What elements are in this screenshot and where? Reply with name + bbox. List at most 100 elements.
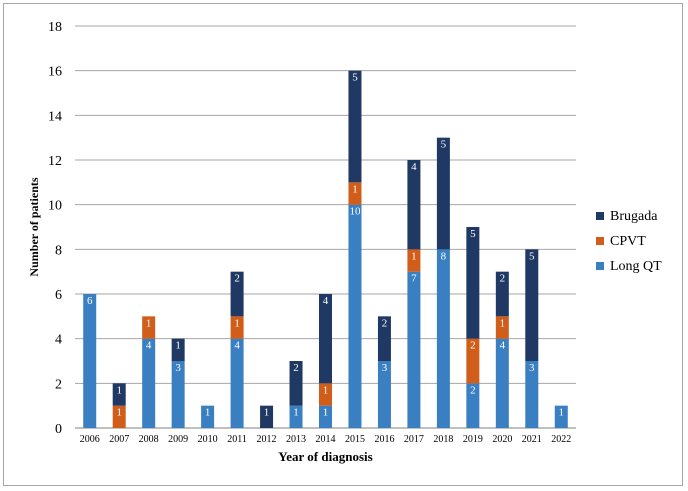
x-tick-label: 2019 xyxy=(463,434,483,445)
bar-segment xyxy=(112,383,126,406)
data-label: 5 xyxy=(470,228,476,240)
bar-segment xyxy=(171,338,185,361)
bar-segment xyxy=(348,204,362,428)
legend-swatch xyxy=(596,237,604,245)
y-tick-label: 18 xyxy=(48,20,62,35)
y-tick-label: 2 xyxy=(55,377,62,392)
data-label: 7 xyxy=(411,273,417,285)
bar-segment xyxy=(525,249,539,361)
y-tick-label: 10 xyxy=(48,199,62,214)
data-label: 3 xyxy=(382,362,388,374)
bar-segment xyxy=(466,338,480,384)
x-tick-label: 2015 xyxy=(345,434,365,445)
x-tick-label: 2009 xyxy=(168,434,188,445)
bar-segment xyxy=(466,383,480,428)
bar-segment xyxy=(495,338,509,428)
bar-segment xyxy=(319,383,332,406)
y-tick-label: 0 xyxy=(55,422,62,437)
data-label: 1 xyxy=(146,317,152,329)
y-tick-label: 16 xyxy=(48,65,62,80)
legend-label: Long QT xyxy=(610,259,662,274)
x-tick-label: 2012 xyxy=(257,434,277,445)
data-label: 5 xyxy=(529,250,535,262)
data-label: 4 xyxy=(411,161,417,173)
data-label: 1 xyxy=(116,407,122,419)
data-label: 2 xyxy=(470,340,476,352)
x-tick-label: 2013 xyxy=(286,434,306,445)
data-label: 1 xyxy=(264,407,270,419)
x-tick-label: 2008 xyxy=(139,434,159,445)
x-tick-label: 2007 xyxy=(109,434,129,445)
y-tick-label: 12 xyxy=(48,154,62,169)
x-tick-label: 2010 xyxy=(198,434,218,445)
bar-segment xyxy=(377,361,391,428)
data-label: 1 xyxy=(205,407,211,419)
data-label: 2 xyxy=(234,273,240,285)
y-axis-title: Number of patients xyxy=(27,177,41,276)
bar-segment xyxy=(83,294,97,428)
data-label: 1 xyxy=(500,317,506,329)
legend-label: CPVT xyxy=(610,234,646,249)
y-tick-label: 6 xyxy=(55,288,62,303)
x-tick-label: 2006 xyxy=(80,434,100,445)
bar-segment xyxy=(260,405,274,428)
data-label: 1 xyxy=(323,407,329,419)
bar-segment xyxy=(112,405,126,428)
bar-segment xyxy=(230,338,244,428)
x-tick-label: 2020 xyxy=(492,434,512,445)
bar-segment xyxy=(230,316,244,339)
data-label: 1 xyxy=(234,317,240,329)
data-label: 1 xyxy=(323,384,329,396)
data-label: 1 xyxy=(175,340,181,352)
data-label: 1 xyxy=(411,250,417,262)
bar-segment xyxy=(436,249,450,428)
bar-segment xyxy=(348,182,362,205)
bar-segment xyxy=(466,227,480,339)
x-tick-label: 2017 xyxy=(404,434,424,445)
bar-segment xyxy=(436,137,450,250)
data-label: 6 xyxy=(87,295,93,307)
data-label: 2 xyxy=(293,362,299,374)
data-label: 1 xyxy=(116,384,122,396)
legend-swatch xyxy=(596,212,604,220)
data-label: 2 xyxy=(382,317,388,329)
bar-segment xyxy=(407,160,421,250)
x-tick-label: 2022 xyxy=(551,434,571,445)
x-tick-label: 2014 xyxy=(316,434,336,445)
data-label: 4 xyxy=(146,340,152,352)
data-label: 1 xyxy=(293,407,299,419)
y-axis-ticks: 0 2 4 6 8 10 12 14 16 18 xyxy=(48,20,62,437)
bar-segment xyxy=(348,70,362,183)
data-label: 10 xyxy=(349,206,361,218)
bar-segment xyxy=(554,405,568,428)
bar-segment xyxy=(201,405,215,428)
data-label: 4 xyxy=(500,340,506,352)
data-label: 1 xyxy=(559,407,565,419)
bar-segment xyxy=(495,271,509,317)
data-label: 5 xyxy=(441,139,447,151)
bar-segment xyxy=(142,338,156,428)
x-tick-label: 2018 xyxy=(433,434,453,445)
bar-segment xyxy=(319,405,332,428)
y-tick-label: 4 xyxy=(55,333,62,348)
data-label: 2 xyxy=(470,384,476,396)
data-label: 3 xyxy=(529,362,535,374)
x-axis-title: Year of diagnosis xyxy=(278,449,372,464)
bar-segment xyxy=(142,316,156,339)
data-label: 3 xyxy=(175,362,181,374)
legend-swatch xyxy=(596,262,604,270)
bar-segment xyxy=(525,361,539,428)
data-label: 8 xyxy=(441,250,447,262)
bar-segment xyxy=(407,249,421,272)
bar-segment xyxy=(407,271,421,428)
bar-segment xyxy=(289,405,303,428)
legend: Brugada CPVT Long QT xyxy=(596,209,662,274)
grid-lines xyxy=(75,25,576,429)
bar-segment xyxy=(319,294,332,384)
data-label: 2 xyxy=(500,273,506,285)
bars-group: 6 1 1 4 1 3 1 1 4 1 2 1 1 2 1 1 4 10 1 5 3 2 7 1 4 8 5 2 2 5 4 1 2 3 5 1 xyxy=(83,70,568,428)
x-axis-ticks: 2006 2007 2008 2009 2010 2011 2012 2013 2014 2015… xyxy=(80,434,572,445)
bar-segment xyxy=(377,316,391,361)
bar-segment xyxy=(230,271,244,317)
